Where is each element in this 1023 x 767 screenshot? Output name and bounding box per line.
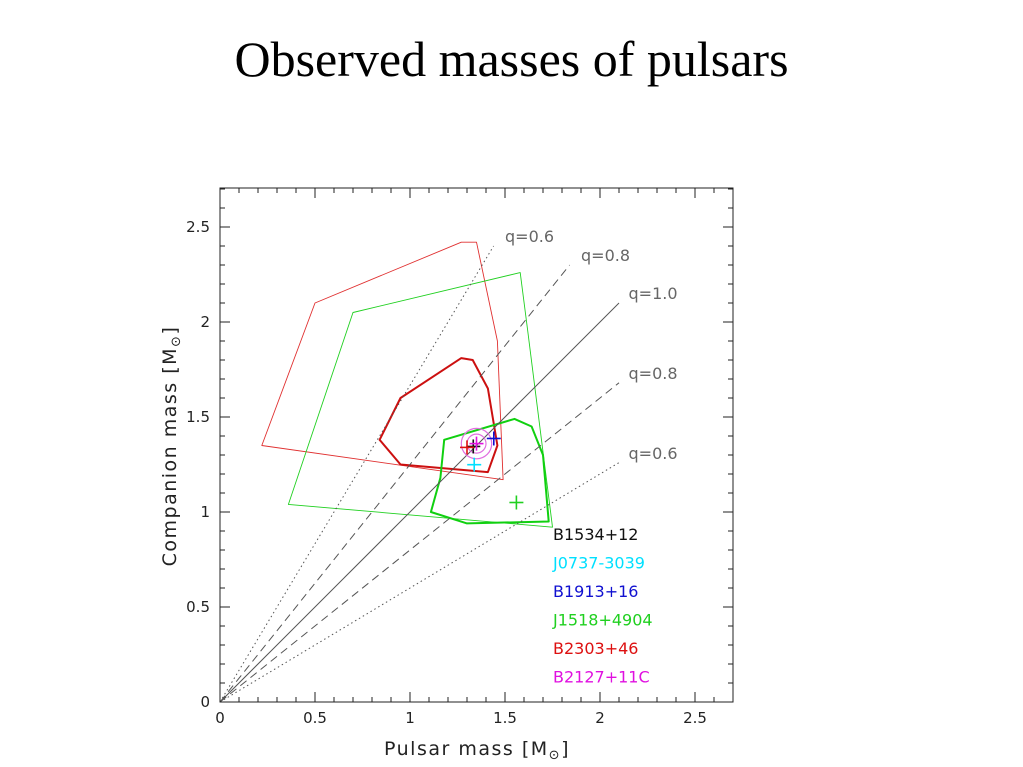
ratio-label: q=0.6 bbox=[505, 227, 554, 246]
legend-entry: J1518+4904 bbox=[552, 611, 653, 630]
ratio-line bbox=[219, 462, 620, 703]
x-tick-label: 1.5 bbox=[493, 709, 517, 727]
ratio-label: q=0.6 bbox=[629, 444, 678, 463]
pulsar-markers bbox=[460, 427, 524, 510]
pulsar-marker bbox=[466, 439, 481, 454]
ratio-line bbox=[219, 382, 620, 703]
plot-frame bbox=[219, 187, 734, 703]
pulsar-marker bbox=[467, 457, 482, 472]
legend-entry: B1534+12 bbox=[553, 525, 638, 544]
y-axis-label: Companion mass [M⊙] bbox=[159, 326, 184, 567]
legend: B1534+12 J0737-3039 B1913+16 J1518+4904 B230… bbox=[552, 525, 653, 687]
x-axis-label: Pulsar mass [M⊙] bbox=[384, 738, 570, 763]
x-tick-label: 0 bbox=[215, 709, 225, 727]
y-tick-label: 2.5 bbox=[186, 218, 210, 236]
ratio-line bbox=[219, 302, 620, 703]
mass-constraint-region bbox=[287, 272, 553, 528]
pulsar-marker bbox=[460, 440, 474, 455]
legend-entry: B1913+16 bbox=[553, 582, 638, 601]
slide-title: Observed masses of pulsars bbox=[234, 31, 789, 87]
constraint-regions bbox=[261, 241, 553, 528]
x-tick-label: 2 bbox=[595, 709, 605, 727]
ratio-line bbox=[219, 245, 495, 703]
y-tick-label: 1 bbox=[200, 503, 210, 521]
b2127-error-circle bbox=[460, 427, 493, 460]
y-tick-label: 0 bbox=[200, 693, 210, 711]
pulsar-marker bbox=[509, 495, 524, 510]
mass-constraint-region bbox=[429, 417, 550, 525]
x-tick-label: 0.5 bbox=[303, 709, 327, 727]
plot-border bbox=[219, 187, 734, 703]
ratio-label: q=0.8 bbox=[581, 246, 630, 265]
legend-entry: J0737-3039 bbox=[552, 554, 645, 573]
ratio-lines: q=0.6 q=0.8 q=1.0 q=0.8 q=0.6 bbox=[219, 227, 678, 703]
axis-ticks: 0 0.5 1 1.5 2 2.5 0 0.5 1 1.5 2 2.5 bbox=[186, 188, 734, 727]
legend-entry: B2303+46 bbox=[553, 639, 638, 658]
pulsar-marker bbox=[486, 431, 501, 446]
ratio-label: q=1.0 bbox=[629, 284, 678, 303]
mass-constraint-region bbox=[378, 357, 499, 474]
y-tick-label: 0.5 bbox=[186, 598, 210, 616]
y-tick-label: 1.5 bbox=[186, 408, 210, 426]
y-tick-label: 2 bbox=[200, 313, 210, 331]
ratio-label: q=0.8 bbox=[629, 364, 678, 383]
x-tick-label: 2.5 bbox=[683, 709, 707, 727]
legend-entry: B2127+11C bbox=[553, 668, 650, 687]
ratio-line bbox=[219, 264, 570, 703]
x-tick-label: 1 bbox=[405, 709, 415, 727]
pulsar-marker bbox=[469, 436, 484, 451]
mass-constraint-region bbox=[261, 241, 504, 481]
